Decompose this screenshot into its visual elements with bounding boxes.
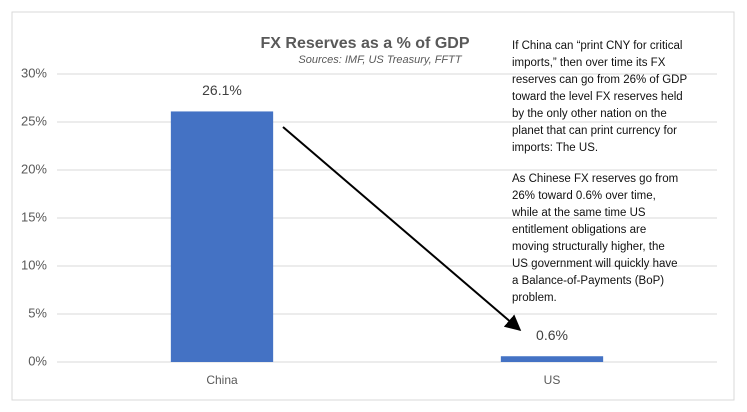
chart-border bbox=[11, 11, 735, 401]
chart-title: FX Reserves as a % of GDP bbox=[261, 35, 470, 52]
bar bbox=[500, 356, 604, 362]
y-tick-label: 25% bbox=[21, 113, 47, 128]
annotation-line: planet that can print currency for bbox=[512, 125, 677, 137]
annotation-line: If China can “print CNY for critical bbox=[512, 40, 682, 52]
annotation-line: by the only other nation on the bbox=[512, 108, 667, 120]
annotation-line: imports,” then over time its FX bbox=[512, 57, 666, 69]
y-tick-label: 10% bbox=[21, 257, 47, 272]
y-tick-label: 15% bbox=[21, 209, 47, 224]
annotation-line: a Balance-of-Payments (BoP) bbox=[512, 275, 664, 287]
data-label: 0.6% bbox=[536, 327, 568, 343]
annotation-line: moving structurally higher, the bbox=[512, 241, 665, 253]
y-tick-label: 20% bbox=[21, 161, 47, 176]
data-label: 26.1% bbox=[202, 82, 242, 98]
annotation-line: problem. bbox=[512, 292, 557, 304]
y-tick-label: 5% bbox=[28, 305, 47, 320]
annotation-line: imports: The US. bbox=[512, 142, 598, 154]
y-tick-label: 30% bbox=[21, 65, 47, 80]
trend-arrow bbox=[282, 126, 522, 332]
annotation-line: toward the level FX reserves held bbox=[512, 91, 683, 103]
bar bbox=[170, 111, 274, 362]
chart-subtitle: Sources: IMF, US Treasury, FFTT bbox=[298, 54, 462, 66]
annotation-line: 26% toward 0.6% over time, bbox=[512, 190, 656, 202]
x-tick-label: US bbox=[544, 373, 561, 387]
annotation-line: while at the same time US bbox=[511, 207, 646, 219]
y-tick-label: 0% bbox=[28, 353, 47, 368]
annotation-line: reserves can go from 26% of GDP bbox=[512, 74, 687, 86]
annotation-line: As Chinese FX reserves go from bbox=[512, 173, 678, 185]
annotation-line: US government will quickly have bbox=[512, 258, 678, 270]
annotation-line: entitlement obligations are bbox=[512, 224, 646, 236]
x-tick-label: China bbox=[206, 373, 238, 387]
